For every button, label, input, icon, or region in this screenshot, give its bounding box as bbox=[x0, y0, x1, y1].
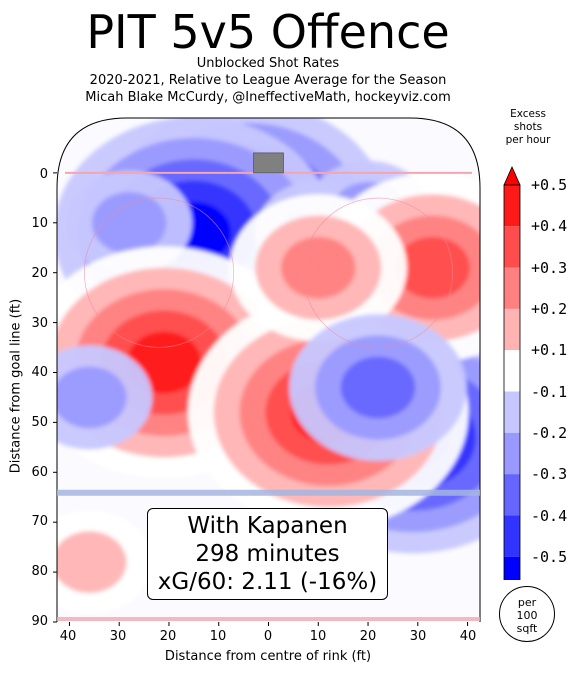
colorbar-segment bbox=[504, 474, 520, 516]
colorbar-tick-label: -0.1 bbox=[531, 383, 568, 401]
y-tick-label: 30 bbox=[31, 316, 48, 331]
y-tick-label: 70 bbox=[31, 514, 48, 529]
x-axis-label: Distance from centre of rink (ft) bbox=[164, 649, 372, 664]
colorbar-tick-label: +0.4 bbox=[531, 217, 568, 235]
x-tick-label: 10 bbox=[209, 629, 227, 644]
colorbar-segment bbox=[504, 515, 520, 557]
colorbar-top-arrow bbox=[503, 166, 521, 186]
colorbar-title-line: per hour bbox=[505, 134, 551, 146]
heat-region bbox=[281, 236, 356, 299]
faceoff-circle bbox=[302, 197, 454, 348]
unit-line: sqft bbox=[516, 622, 538, 635]
y-tick-label: 40 bbox=[31, 365, 48, 380]
colorbar-segment bbox=[504, 556, 520, 580]
colorbar-frame bbox=[503, 184, 521, 580]
info-xg: xG/60: 2.11 (-16%) bbox=[157, 569, 378, 595]
x-tick-label: 30 bbox=[109, 629, 127, 644]
y-tick-label: 0 bbox=[39, 167, 48, 182]
colorbar-tick-label: -0.4 bbox=[531, 507, 568, 525]
player-info-box: With Kapanen 298 minutes xG/60: 2.11 (-1… bbox=[147, 508, 388, 600]
unit-badge: per 100 sqft bbox=[499, 586, 555, 642]
goal-net bbox=[253, 152, 284, 174]
y-tick-label: 20 bbox=[31, 266, 48, 281]
subtitle-line-1: Unblocked Shot Rates bbox=[196, 56, 340, 71]
x-tick-label: 20 bbox=[359, 629, 377, 644]
colorbar-tick-label: -0.5 bbox=[531, 548, 568, 566]
y-tick-label: 60 bbox=[31, 465, 48, 480]
colorbar-tick-label: +0.5 bbox=[531, 176, 568, 194]
rink-boards bbox=[56, 117, 481, 622]
colorbar-segment bbox=[504, 350, 520, 392]
faceoff-circle bbox=[83, 197, 235, 348]
unit-line: per bbox=[517, 596, 537, 609]
heat-region bbox=[57, 531, 127, 593]
colorbar-title-line: Excess bbox=[510, 108, 546, 120]
info-minutes: 298 minutes bbox=[195, 541, 340, 567]
colorbar-segment bbox=[504, 432, 520, 475]
colorbar-segment bbox=[504, 308, 520, 351]
y-tick-label: 90 bbox=[31, 614, 48, 629]
heat-region bbox=[395, 236, 470, 299]
heat-region bbox=[340, 356, 416, 419]
page-title: PIT 5v5 Offence bbox=[86, 5, 450, 59]
colorbar-tick-label: -0.2 bbox=[531, 424, 568, 442]
colorbar-tick-label: +0.3 bbox=[531, 259, 568, 277]
unit-line: 100 bbox=[516, 609, 538, 622]
y-tick-label: 10 bbox=[31, 216, 48, 231]
colorbar-tick-label: -0.3 bbox=[531, 465, 568, 483]
colorbar-tick-label: +0.1 bbox=[531, 341, 568, 359]
x-tick-label: 40 bbox=[459, 629, 477, 644]
info-player: With Kapanen bbox=[187, 513, 348, 539]
subtitle-line-2: 2020-2021, Relative to League Average fo… bbox=[89, 73, 447, 88]
x-tick-label: 10 bbox=[309, 629, 327, 644]
colorbar-segment bbox=[504, 226, 520, 268]
subtitle-line-3: Micah Blake McCurdy, @IneffectiveMath, h… bbox=[85, 90, 451, 105]
colorbar-segment bbox=[504, 267, 520, 309]
colorbar-title: Excess shots per hour bbox=[500, 108, 556, 147]
x-tick-label: 20 bbox=[159, 629, 177, 644]
x-tick-label: 40 bbox=[59, 629, 77, 644]
heat-region bbox=[91, 191, 167, 254]
colorbar-segment bbox=[504, 185, 520, 227]
heat-region bbox=[57, 366, 127, 429]
colorbar-tick-label: +0.2 bbox=[531, 300, 568, 318]
colorbar bbox=[503, 166, 521, 580]
x-tick-label: 0 bbox=[263, 629, 273, 644]
y-tick-label: 80 bbox=[31, 564, 48, 579]
blue-line bbox=[57, 489, 480, 496]
x-tick-label: 30 bbox=[409, 629, 427, 644]
colorbar-title-line: shots bbox=[513, 121, 543, 133]
y-tick-label: 50 bbox=[31, 415, 48, 430]
centre-line bbox=[57, 617, 480, 622]
colorbar-segment bbox=[504, 391, 520, 433]
